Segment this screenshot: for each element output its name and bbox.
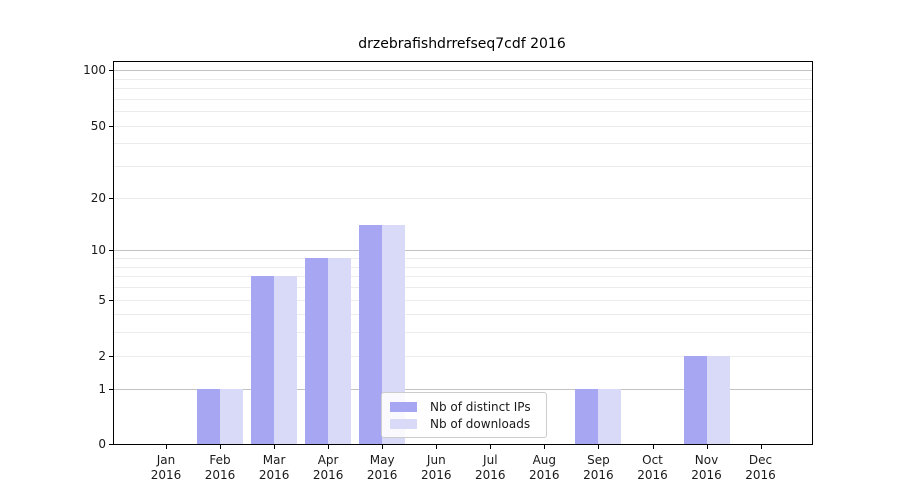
x-tick-apr	[328, 444, 330, 449]
gridline-minor-y-20	[114, 197, 812, 199]
x-tick-year-nov: 2016	[691, 468, 722, 482]
gridline-major-y-1	[114, 388, 812, 390]
x-tick-feb	[220, 444, 221, 449]
x-tick-jan	[166, 444, 167, 449]
x-tick-year-jul: 2016	[475, 468, 506, 482]
x-tick-label-may: May 2016	[352, 453, 412, 483]
bar-mar-downloads	[274, 276, 298, 444]
gridline-minor-y-3	[114, 332, 812, 334]
x-tick-year-mar: 2016	[258, 468, 290, 482]
gridline-major-y-10	[114, 250, 812, 252]
gridline-minor-y-80	[114, 88, 812, 90]
y-tick-20	[109, 197, 114, 199]
y-tick-label-0: 0	[98, 437, 106, 451]
bar-apr-distinct-ips	[305, 258, 329, 444]
gridline-minor-y-4	[114, 314, 812, 316]
legend-label-distinct-ips: Nb of distinct IPs	[430, 400, 531, 414]
legend-item-distinct-ips: Nb of distinct IPs	[390, 400, 538, 414]
gridline-minor-y-70	[114, 98, 812, 100]
y-tick-10	[109, 250, 114, 252]
legend: Nb of distinct IPs Nb of downloads	[381, 392, 547, 438]
y-tick-2	[109, 355, 114, 357]
gridline-minor-y-9	[114, 258, 812, 259]
x-tick-may	[382, 444, 384, 449]
x-tick-year-feb: 2016	[204, 468, 236, 482]
y-tick-label-50: 50	[90, 118, 106, 133]
y-tick-5	[109, 299, 114, 301]
x-tick-jul	[490, 444, 492, 449]
x-tick-label-mar: Mar 2016	[244, 453, 304, 483]
y-tick-label-100: 100	[83, 63, 106, 78]
gridline-minor-y-6	[114, 287, 812, 288]
x-tick-dec	[760, 444, 762, 449]
bar-sep-downloads	[598, 388, 622, 444]
gridline-minor-y-7	[114, 276, 812, 278]
x-tick-nov	[706, 444, 708, 449]
bar-nov-distinct-ips	[683, 355, 707, 444]
x-tick-label-jun: Jun 2016	[406, 453, 466, 483]
y-tick-0	[109, 444, 114, 445]
x-tick-label-jan: Jan 2016	[136, 453, 196, 483]
x-tick-year-sep: 2016	[583, 468, 614, 482]
legend-label-downloads: Nb of downloads	[430, 417, 531, 431]
x-tick-year-aug: 2016	[529, 468, 560, 482]
x-tick-sep	[598, 444, 600, 449]
legend-swatch-distinct-ips	[390, 402, 417, 412]
gridline-minor-y-40	[114, 143, 812, 145]
gridline-minor-y-90	[114, 78, 812, 80]
y-tick-label-2: 2	[98, 348, 106, 363]
y-tick-100	[109, 70, 114, 72]
legend-item-downloads: Nb of downloads	[390, 417, 538, 431]
bar-feb-downloads	[220, 388, 243, 444]
x-tick-label-dec: Dec 2016	[731, 453, 791, 483]
gridline-minor-y-50	[114, 125, 812, 127]
plot-area: 100 50 20 10 5 2 1 0 Jan 2016 Feb 2016 Mar 2016 Apr 201…	[83, 61, 813, 482]
gridline-minor-y-5	[114, 299, 812, 301]
x-tick-mar	[274, 444, 276, 449]
gridline-minor-y-30	[114, 166, 812, 168]
x-tick-label-apr: Apr 2016	[298, 453, 358, 483]
bar-apr-downloads	[328, 258, 352, 444]
x-tick-jun	[436, 444, 438, 449]
x-tick-year-oct: 2016	[637, 468, 668, 482]
x-tick-label-jul: Jul 2016	[460, 453, 520, 483]
y-tick-label-5: 5	[98, 292, 106, 307]
bar-feb-distinct-ips	[197, 388, 220, 444]
x-tick-label-nov: Nov 2016	[677, 453, 737, 483]
x-tick-year-may: 2016	[366, 468, 398, 482]
gridline-minor-y-8	[114, 266, 812, 268]
legend-swatch-downloads	[390, 419, 417, 429]
y-tick-label-20: 20	[90, 190, 106, 205]
x-tick-label-feb: Feb 2016	[190, 453, 250, 483]
x-tick-label-oct: Oct 2016	[623, 453, 683, 483]
y-tick-1	[109, 388, 114, 390]
gridline-major-y-100	[114, 70, 812, 72]
x-tick-label-aug: Aug 2016	[514, 453, 574, 483]
bar-mar-distinct-ips	[251, 276, 275, 444]
chart-title: drzebrafishdrrefseq7cdf 2016	[358, 36, 566, 52]
gridline-minor-y-2	[114, 355, 812, 357]
bar-may-distinct-ips	[359, 225, 383, 444]
bar-may-downloads	[382, 225, 406, 444]
x-tick-oct	[652, 444, 654, 449]
x-tick-label-sep: Sep 2016	[568, 453, 628, 483]
gridline-minor-y-60	[114, 111, 812, 113]
y-tick-label-1: 1	[98, 381, 106, 396]
x-tick-year-dec: 2016	[745, 468, 776, 482]
x-tick-year-apr: 2016	[312, 468, 344, 482]
x-tick-year-jun: 2016	[421, 468, 452, 482]
x-tick-aug	[544, 444, 546, 449]
y-tick-50	[109, 125, 114, 127]
y-tick-label-10: 10	[90, 243, 106, 258]
bar-sep-distinct-ips	[575, 388, 599, 444]
x-tick-year-jan: 2016	[150, 468, 182, 482]
bar-nov-downloads	[706, 355, 730, 444]
